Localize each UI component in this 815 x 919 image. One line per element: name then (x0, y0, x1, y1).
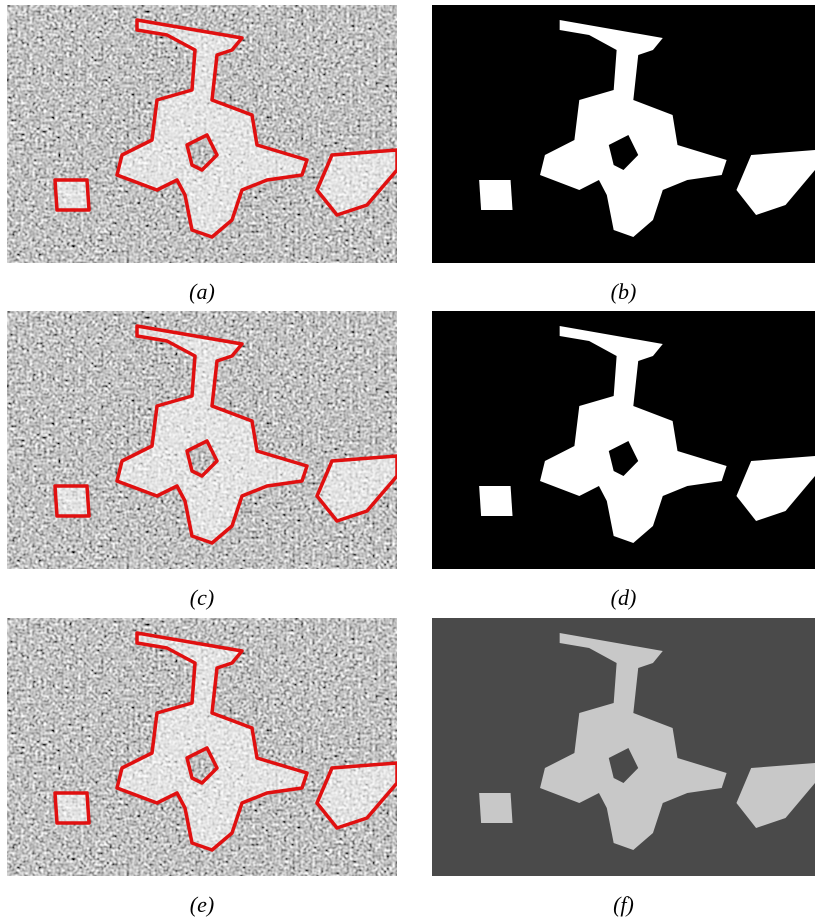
noisy-image (7, 311, 397, 569)
panel-caption: (c) (142, 586, 262, 610)
panel-caption: (b) (564, 280, 684, 304)
segmentation-mask (432, 311, 815, 569)
restored-image (432, 618, 815, 876)
segmentation-mask (432, 5, 815, 263)
panel-caption: (f) (564, 893, 684, 917)
noisy-image (7, 5, 397, 263)
noisy-image (7, 618, 397, 876)
panel-caption: (d) (564, 586, 684, 610)
panel-caption: (a) (142, 280, 262, 304)
panel-caption: (e) (142, 893, 262, 917)
figure: {"panels": [{"caption": "(a)"}, {"captio… (0, 0, 815, 919)
